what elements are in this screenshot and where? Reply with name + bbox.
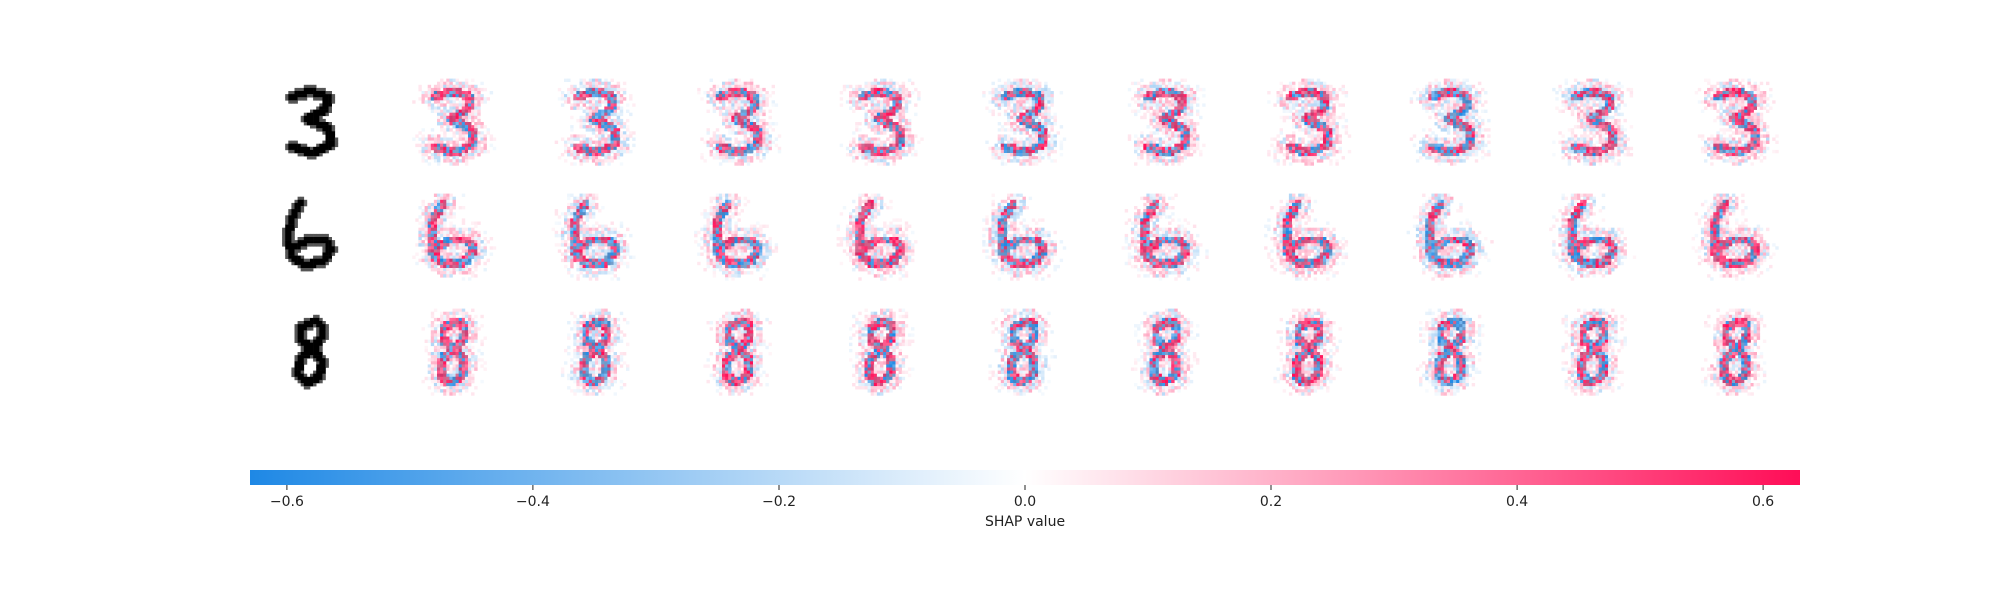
original-digit-3 <box>285 85 338 160</box>
shap-map-8-class-9 <box>1701 309 1766 396</box>
shap-map-3-class-1 <box>555 79 636 166</box>
shap-map-8-class-8 <box>1562 309 1627 396</box>
image-grid <box>282 79 1779 396</box>
shap-map-8-class-1 <box>561 309 630 396</box>
shap-map-8-class-3 <box>849 309 914 396</box>
shap-map-6-class-2 <box>694 194 778 281</box>
shap-map-3-class-0 <box>412 79 496 166</box>
shap-map-3-class-2 <box>697 79 781 166</box>
shap-map-6-class-5 <box>1122 194 1209 281</box>
shap-map-8-class-2 <box>703 309 772 396</box>
shap-map-8-class-6 <box>1273 309 1342 396</box>
shap-map-3-class-8 <box>1552 79 1633 166</box>
shap-map-8-class-7 <box>1416 309 1485 396</box>
shap-map-6-class-0 <box>412 194 496 281</box>
shap-map-3-class-3 <box>840 79 924 166</box>
shap-map-3-class-7 <box>1410 79 1491 166</box>
shap-map-6-class-8 <box>1549 194 1636 281</box>
shap-map-6-class-6 <box>1264 194 1348 281</box>
shap-map-6-class-7 <box>1407 194 1494 281</box>
colorbar: −0.6 −0.4 −0.2 0.0 0.2 0.4 0.6 SHAP value <box>250 470 1800 530</box>
colorbar-gradient <box>250 470 1800 485</box>
colorbar-tick-label: −0.2 <box>762 494 796 510</box>
shap-map-3-class-9 <box>1695 79 1779 166</box>
shap-map-8-class-5 <box>1131 309 1200 396</box>
colorbar-tick-label: −0.4 <box>516 494 550 510</box>
colorbar-tick-label: −0.6 <box>270 494 304 510</box>
colorbar-tick-label: 0.0 <box>1014 494 1036 510</box>
original-digit-8 <box>291 315 329 390</box>
original-digit-6 <box>282 197 338 272</box>
colorbar-tick-label: 0.6 <box>1752 494 1774 510</box>
shap-map-3-class-6 <box>1267 79 1351 166</box>
shap-map-3-class-5 <box>1128 79 1206 166</box>
shap-map-8-class-0 <box>422 309 487 396</box>
colorbar-tick-label: 0.4 <box>1506 494 1528 510</box>
shap-map-3-class-4 <box>982 79 1066 166</box>
shap-map-6-class-1 <box>552 194 636 281</box>
colorbar-ticks: −0.6 −0.4 −0.2 0.0 0.2 0.4 0.6 <box>270 485 1774 510</box>
shap-map-6-class-3 <box>837 194 918 281</box>
shap-map-8-class-4 <box>988 309 1057 396</box>
shap-map-6-class-4 <box>982 194 1066 281</box>
shap-map-6-class-9 <box>1692 194 1779 281</box>
colorbar-label: SHAP value <box>985 514 1065 530</box>
colorbar-tick-label: 0.2 <box>1260 494 1282 510</box>
